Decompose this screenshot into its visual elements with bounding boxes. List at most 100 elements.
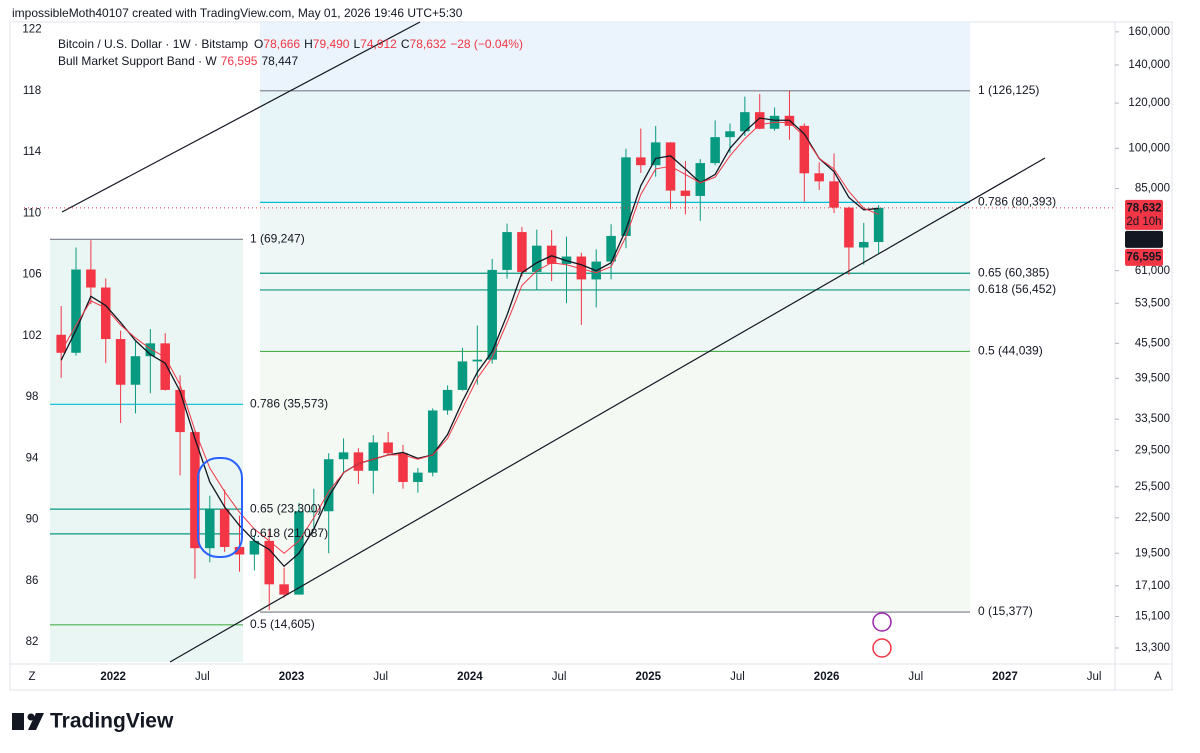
price-tag-label: 78,632 [1126,202,1161,214]
price-tag [1125,199,1163,230]
x-tick-label: 2026 [814,671,840,683]
candle-body [279,584,289,595]
y2-tick-label: 98 [26,391,39,403]
candle-body [442,389,453,411]
candle-body [532,245,542,272]
y-tick-label: 45,500 [1135,337,1170,349]
legend-symbol: Bitcoin / U.S. Dollar · 1W · Bitstamp O78… [58,37,523,51]
fib-zone [260,22,970,91]
x-tick-label: Jul [730,671,745,683]
x-tick-label: 2024 [457,671,483,683]
candle-body [472,359,483,362]
y2-tick-label: 90 [26,514,39,526]
y-tick-label: 17,100 [1135,580,1170,592]
band-line [60,121,879,554]
candle-body [844,207,854,248]
fib-label: 0.618 (21,087) [250,526,328,540]
fib-label: 1 (69,247) [250,231,305,245]
header: impossibleMoth40107 created with Trading… [12,6,463,20]
y-tick-label: 39,500 [1135,372,1170,384]
candle-body [264,540,274,585]
y-tick-label: 13,300 [1135,642,1170,654]
candle-body [636,157,646,166]
candle-body [829,181,839,208]
fib-label: 0.786 (80,393) [978,195,1056,209]
fib-label: 0.618 (56,452) [978,282,1056,296]
candle-body [190,432,200,549]
candle-body [606,235,616,262]
highlight-ellipse [197,457,243,558]
candle-body [740,112,750,132]
y-tick-label: 33,500 [1135,413,1170,425]
candle-body [100,287,111,340]
event-icon[interactable] [872,638,892,658]
fib-label: 0.65 (23,300) [250,501,321,515]
candle-body [680,190,691,196]
candle-body [799,125,810,174]
candle-body [487,269,497,360]
candle-body [814,173,824,182]
candle-body [695,163,706,196]
fib-zone [260,90,970,203]
price-tag-label: 78,447 [1126,233,1161,245]
candle-body [650,142,661,166]
y2-tick-label: 110 [23,207,41,219]
fib-label: 0.5 (44,039) [978,344,1043,358]
candle-body [398,453,408,482]
y2-tick-label: 114 [23,146,42,158]
price-tag-label: 76,595 [1126,251,1162,263]
y-tick-label: 160,000 [1128,26,1170,38]
y-tick-label: 19,500 [1135,547,1170,559]
fib-label: 0.786 (35,573) [250,396,328,410]
candle-body [71,269,81,353]
y-tick-label: 22,500 [1135,512,1170,524]
candle-body [249,540,260,555]
candle-body [338,452,349,460]
y-tick-label: 61,000 [1135,265,1170,277]
y-tick-label: 100,000 [1128,142,1170,154]
candle-body [145,343,156,357]
x-tick-label: Jul [373,671,388,683]
trend-line [169,157,1046,663]
fib-zone [260,351,970,613]
footer-brand: TradingView [50,710,174,733]
candle-body [413,472,423,482]
event-icon[interactable] [872,612,892,632]
y2-tick-label: 118 [23,85,41,97]
candle-body [754,112,765,129]
candle-body [383,442,393,454]
candle-body [457,361,468,390]
y2-tick-label: 82 [26,636,39,648]
candle-body [115,339,126,385]
axis-button[interactable]: Z [28,671,35,683]
y2-tick-label: 86 [26,575,39,587]
y2-tick-label: 106 [22,269,41,281]
x-tick-label: Jul [1087,671,1102,683]
candle-body [621,157,631,236]
candle-body [710,137,720,164]
fib-label: 0.5 (14,605) [250,617,315,631]
axis-button[interactable]: A [1154,671,1162,683]
fib-label: 0 (15,377) [978,604,1033,618]
x-tick-label: Jul [195,671,210,683]
y2-tick-label: 102 [22,330,41,342]
x-tick-label: Jul [552,671,567,683]
candle-body [86,269,96,288]
price-tag-sub: 2d 10h [1126,216,1161,228]
candle-body [219,509,230,547]
candle-body [517,232,527,272]
candle-body [427,410,438,473]
candle-body [160,343,170,390]
x-tick-label: Jul [908,671,923,683]
price-tag [1125,230,1163,248]
band-line [60,117,879,568]
y-tick-label: 140,000 [1128,59,1170,71]
fib-zones [50,22,970,662]
y-tick-label: 85,000 [1135,183,1170,195]
y2-tick-label: 122 [22,24,41,36]
x-tick-label: 2025 [635,671,661,683]
candle-body [859,242,869,248]
candle-body [56,334,66,353]
candle-body [368,442,379,471]
